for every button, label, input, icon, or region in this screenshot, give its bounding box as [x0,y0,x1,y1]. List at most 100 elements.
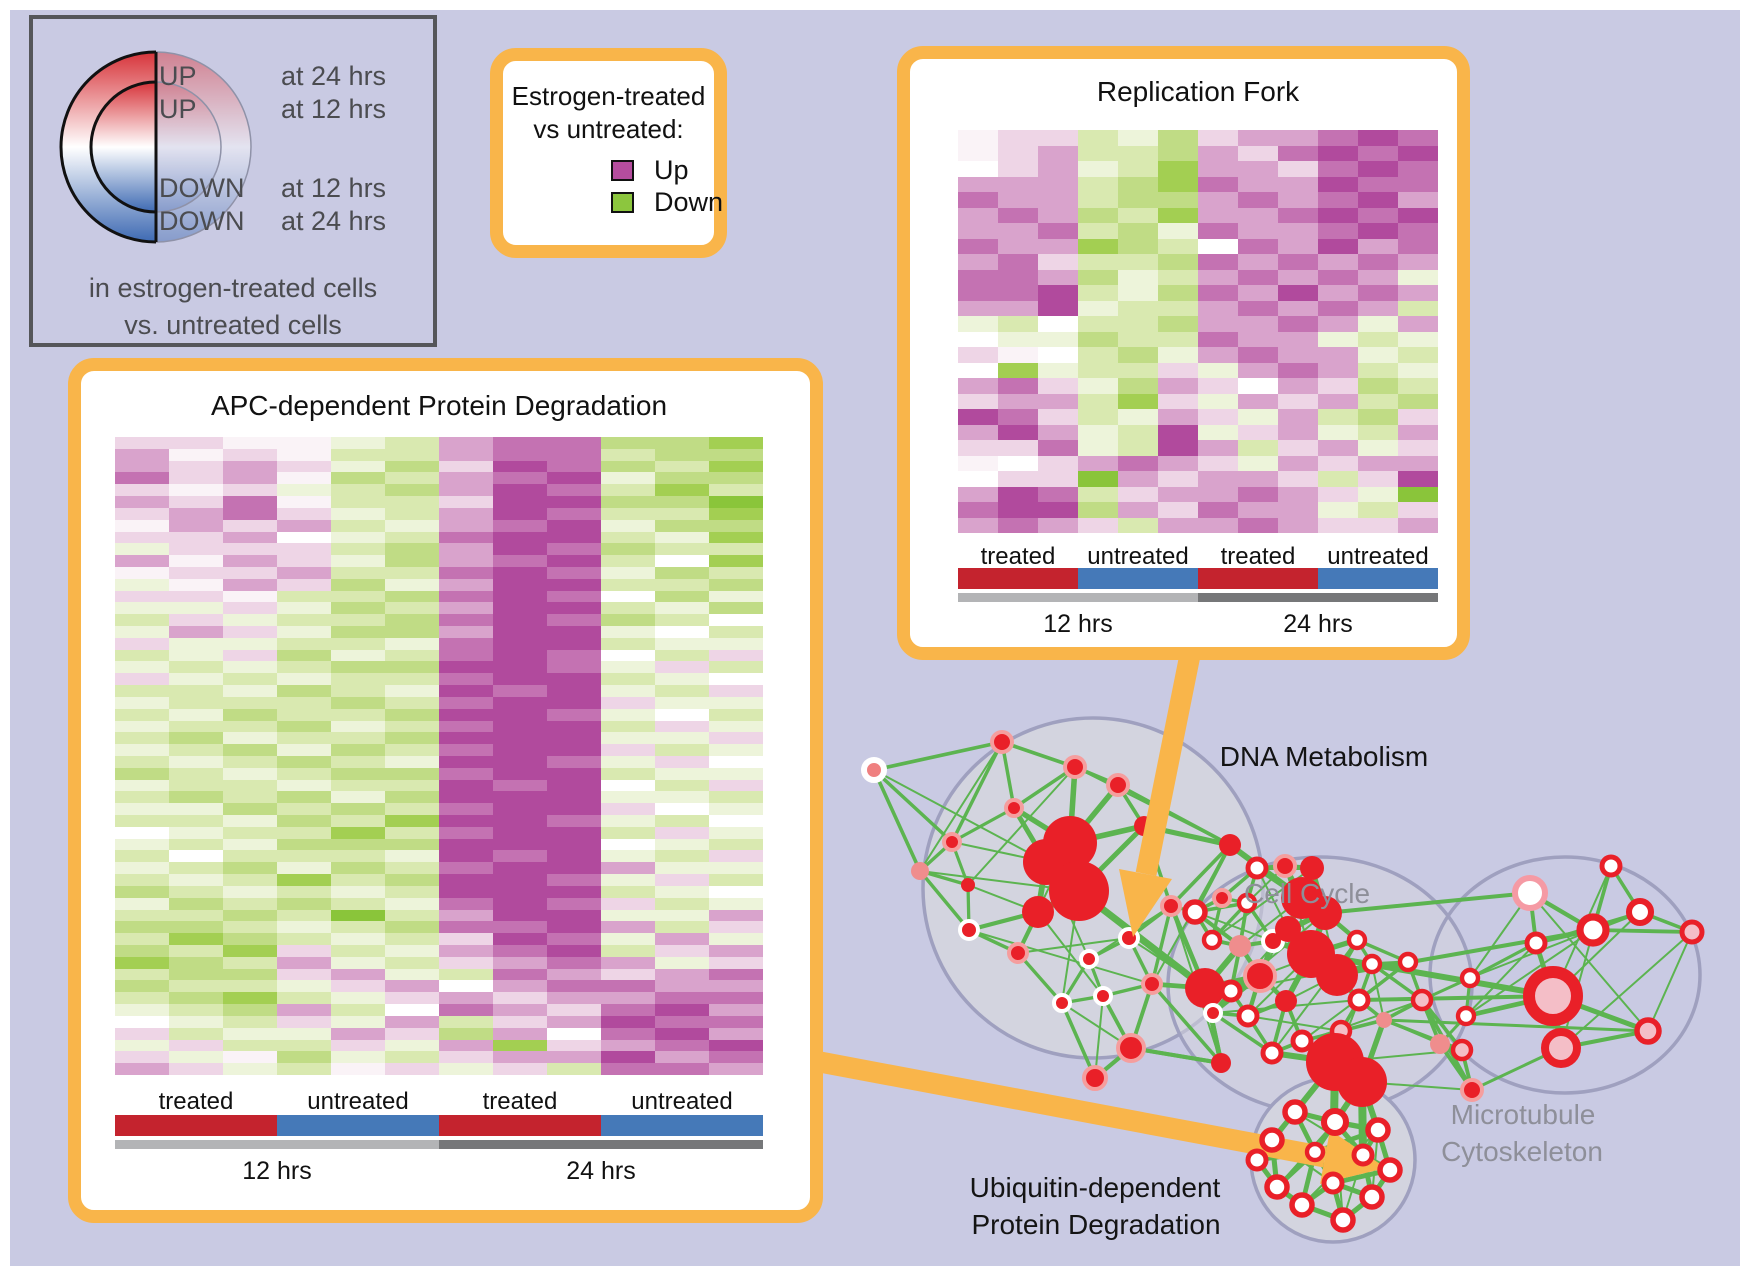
edge [968,929,1153,985]
gene-node [1377,1157,1403,1183]
untreated-bar-segment [601,1115,763,1136]
cluster-label: Cell Cycle [1243,878,1371,909]
gene-node [1541,1028,1581,1068]
time-bar-24hrs [1198,593,1438,602]
edge [1016,951,1064,1005]
gene-node [961,878,975,892]
apc-col-labels: treated untreated treated untreated [115,1088,763,1116]
gene-node [1243,959,1277,993]
time-label: 12 hrs [1043,610,1113,638]
replication-fork-time-bar [958,593,1438,602]
up-swatch-label: Up [654,155,689,185]
edge [872,768,922,873]
apc-heatmap [115,437,763,1075]
edge [873,769,1047,863]
edge [1194,911,1274,942]
gene-node [1376,1012,1392,1028]
gene-node [1264,1174,1290,1200]
gene-node [1275,916,1301,942]
gene-node [1365,1117,1391,1143]
legend-caption-line2: vs. untreated cells [124,310,342,340]
gene-node [990,730,1014,754]
treated-bar-segment [1198,568,1318,589]
legend-time-12-bot: at 12 hrs [281,173,387,203]
gene-node [1273,854,1297,878]
treated-bar-segment [958,568,1078,589]
replication-fork-col-labels: treated untreated treated untreated [958,543,1438,571]
time-label: 24 hrs [1283,610,1353,638]
gene-node [1679,919,1705,945]
gene-node [1347,988,1371,1012]
apc-box: APC-dependent Protein Degradation treate… [68,358,823,1223]
edge [1169,843,1232,908]
gene-node [1079,949,1099,969]
untreated-bar-segment [277,1115,439,1136]
gene-node [1450,1038,1474,1062]
edge [919,741,1003,872]
time-bar-24hrs [439,1140,763,1149]
time-bar-12hrs [958,593,1198,602]
apc-title: APC-dependent Protein Degradation [210,390,668,421]
gene-node [1229,935,1251,957]
legend-down-inner: DOWN [159,173,245,203]
legend-up-inner: UP [159,94,197,124]
time-label: 12 hrs [242,1157,312,1185]
edge [1357,994,1555,1002]
edge [1211,1011,1274,1055]
gene-node [1203,1003,1223,1023]
cluster-label: Microtubule [1450,1099,1596,1130]
gene-node [1022,896,1054,928]
group-label: untreated [631,1088,733,1115]
gene-node [1282,1099,1308,1125]
apc-time-labels: 12 hrs 24 hrs [115,1157,763,1186]
edge [1150,904,1173,986]
callout-arrow-shaft [1135,647,1202,877]
gene-node [1260,1041,1284,1065]
group-label: treated [482,1088,558,1115]
group-label: treated [158,1088,234,1115]
gene-node [1304,1141,1326,1163]
gene-node [1106,773,1130,797]
gene-node [1300,856,1324,880]
untreated-bar-segment [1318,568,1438,589]
gene-node [1236,1004,1260,1028]
gene-node [1410,988,1434,1012]
legend-time-24-top: at 24 hrs [281,61,387,91]
apc-treatment-bar [115,1115,763,1136]
gene-node [1523,966,1583,1026]
down-color-swatch [611,192,634,213]
gene-node [1063,755,1087,779]
updown-legend-box: UP at 24 hrs UP at 12 hrs DOWN at 12 hrs… [29,15,437,347]
estrogen-key-title2: vs untreated: [533,114,684,144]
gene-node [1321,1171,1345,1195]
gene-node [1351,1143,1375,1167]
gene-node [1634,1017,1662,1045]
edge [1468,941,1538,980]
group-label: untreated [307,1088,409,1115]
legend-time-24-bot: at 24 hrs [281,206,387,236]
edge [1129,1046,1223,1065]
gene-node [1236,892,1258,914]
cluster-label: Protein Degradation [971,1209,1221,1240]
edge [1094,995,1104,1079]
group-label: untreated [1087,543,1189,570]
gene-node [1430,1034,1450,1054]
gene-node [1211,1053,1231,1073]
edge [872,740,1004,772]
gene-node [1359,1184,1385,1210]
replication-fork-box: Replication Fork treated untreated treated… [897,46,1470,660]
gene-node [1082,1065,1108,1091]
gene-node [1245,856,1269,880]
gene-node [1330,1207,1356,1233]
gene-node [1275,990,1297,1012]
gene-node [1576,913,1610,947]
edge [1017,937,1130,954]
time-bar-12hrs [115,1140,439,1149]
gene-node [1625,897,1655,927]
group-label: untreated [1327,543,1429,570]
cluster-label: Cytoskeleton [1441,1136,1603,1167]
replication-fork-heatmap [958,130,1438,533]
gene-node [1007,942,1029,964]
gene-node [1093,986,1113,1006]
